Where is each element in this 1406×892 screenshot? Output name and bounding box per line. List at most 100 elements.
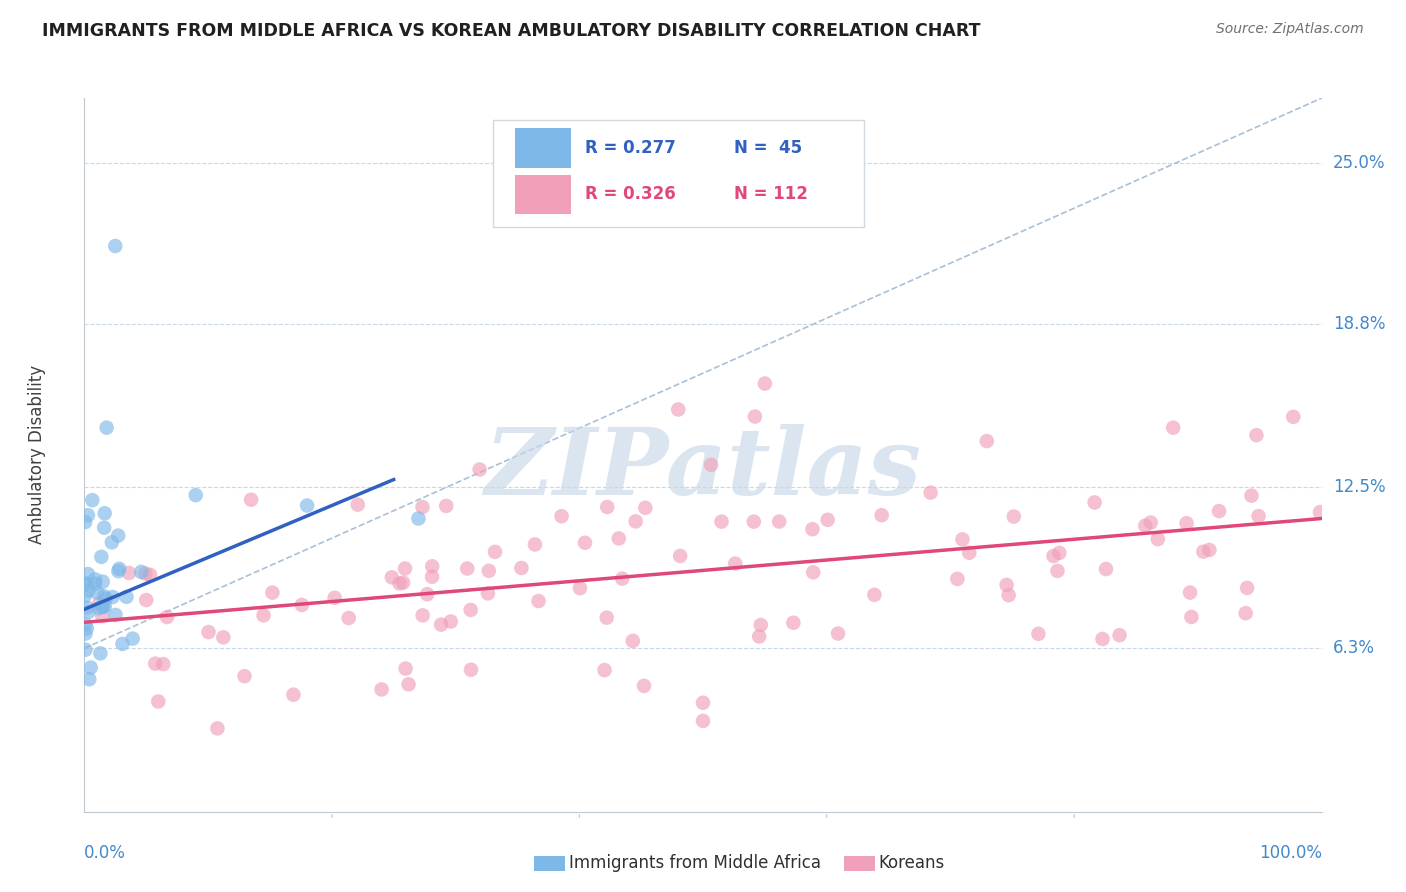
Point — [477, 586, 499, 600]
Text: 25.0%: 25.0% — [1333, 154, 1385, 172]
Point — [1234, 606, 1257, 620]
Point — [75, 617, 97, 632]
Point — [1047, 546, 1070, 560]
Point — [952, 533, 974, 547]
Point — [1095, 562, 1118, 576]
Point — [456, 561, 478, 575]
Point — [430, 617, 453, 632]
Text: 0.0%: 0.0% — [84, 844, 127, 862]
Point — [93, 589, 115, 603]
Text: N = 112: N = 112 — [734, 186, 808, 203]
Point — [75, 642, 97, 657]
Point — [1028, 627, 1050, 641]
Point — [523, 537, 546, 551]
Point — [1309, 505, 1331, 519]
Point — [408, 511, 430, 525]
Point — [411, 500, 433, 514]
Point — [91, 599, 114, 614]
Point — [152, 657, 174, 672]
Point — [91, 574, 114, 589]
Point — [863, 588, 886, 602]
Point — [1091, 632, 1114, 646]
Point — [86, 586, 108, 600]
Point — [93, 506, 115, 520]
Point — [957, 546, 980, 560]
Point — [1002, 509, 1025, 524]
Point — [612, 572, 634, 586]
Point — [197, 625, 219, 640]
Point — [76, 621, 98, 635]
Point — [1108, 628, 1130, 642]
Point — [995, 578, 1018, 592]
Point — [1192, 544, 1215, 558]
Point — [76, 600, 98, 615]
Text: N =  45: N = 45 — [734, 139, 801, 157]
Point — [1084, 495, 1107, 509]
Point — [997, 588, 1019, 602]
Point — [801, 522, 824, 536]
Point — [1135, 518, 1157, 533]
Point — [420, 570, 443, 584]
Text: Koreans: Koreans — [879, 855, 945, 872]
Point — [412, 608, 434, 623]
Point — [976, 434, 998, 448]
Text: R = 0.277: R = 0.277 — [585, 139, 676, 157]
Point — [104, 607, 127, 622]
Point — [1042, 549, 1064, 563]
Point — [212, 630, 235, 644]
Point — [1246, 428, 1268, 442]
Point — [96, 420, 118, 434]
Point — [1180, 610, 1202, 624]
Point — [398, 677, 420, 691]
Bar — [515, 175, 571, 214]
Point — [101, 535, 124, 549]
Point — [77, 605, 100, 619]
Point — [381, 570, 404, 584]
Point — [77, 567, 100, 582]
Point — [1208, 504, 1230, 518]
Point — [135, 593, 157, 607]
Point — [73, 576, 96, 591]
Point — [596, 500, 619, 514]
Point — [101, 590, 124, 604]
Point — [768, 515, 790, 529]
Point — [568, 581, 591, 595]
Point — [240, 492, 263, 507]
Point — [1161, 420, 1184, 434]
Point — [1178, 585, 1201, 599]
Point — [634, 500, 657, 515]
Point — [440, 615, 463, 629]
Point — [1282, 409, 1305, 424]
Point — [75, 577, 97, 591]
Point — [607, 532, 630, 546]
Point — [252, 608, 274, 623]
Point — [1236, 581, 1258, 595]
Point — [574, 535, 596, 549]
Point — [94, 591, 117, 606]
Point — [291, 598, 314, 612]
Point — [143, 657, 166, 671]
Point — [118, 566, 141, 580]
Point — [115, 590, 138, 604]
Point — [107, 528, 129, 542]
Point — [669, 549, 692, 563]
Point — [621, 634, 644, 648]
Point — [73, 515, 96, 529]
Point — [1240, 489, 1263, 503]
Text: 18.8%: 18.8% — [1333, 315, 1385, 333]
Point — [692, 696, 714, 710]
Bar — [515, 128, 571, 168]
Point — [75, 626, 97, 640]
Point — [89, 646, 111, 660]
Point — [87, 597, 110, 611]
Point — [370, 682, 392, 697]
Point — [550, 509, 572, 524]
Point — [801, 566, 824, 580]
Point — [323, 591, 346, 605]
Point — [90, 549, 112, 564]
Point — [624, 514, 647, 528]
Point — [1247, 509, 1270, 524]
Point — [107, 564, 129, 578]
Point — [148, 694, 170, 708]
Point — [710, 515, 733, 529]
